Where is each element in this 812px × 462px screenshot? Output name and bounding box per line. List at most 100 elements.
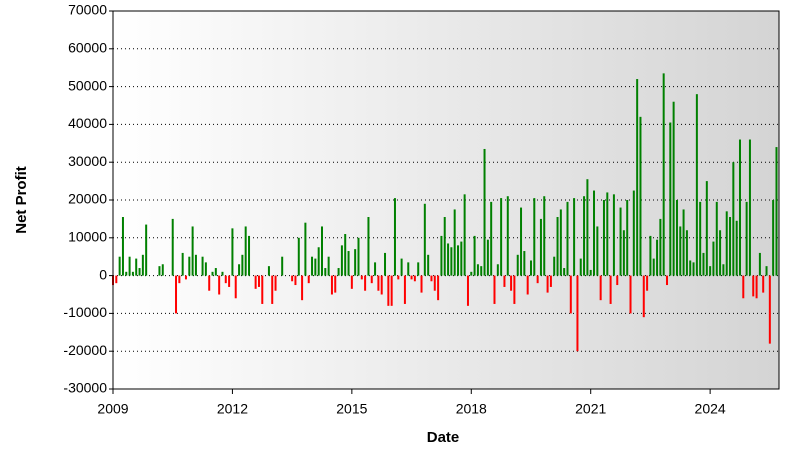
bar bbox=[569, 275, 572, 314]
bar bbox=[208, 275, 211, 291]
bar bbox=[228, 275, 231, 287]
bar bbox=[606, 192, 609, 276]
bar bbox=[758, 252, 761, 276]
bar bbox=[772, 200, 775, 276]
bar bbox=[738, 139, 741, 276]
bar bbox=[347, 251, 350, 276]
bar bbox=[204, 262, 207, 276]
bar bbox=[317, 247, 320, 276]
bar bbox=[184, 275, 187, 280]
bar bbox=[334, 275, 337, 293]
bar bbox=[546, 275, 549, 293]
bar bbox=[775, 147, 778, 276]
bar bbox=[370, 275, 373, 284]
bar bbox=[188, 256, 191, 276]
bar bbox=[616, 275, 619, 286]
bar bbox=[659, 218, 662, 276]
bar bbox=[679, 226, 682, 276]
bar bbox=[364, 275, 367, 291]
bar bbox=[145, 224, 148, 276]
bar bbox=[559, 209, 562, 276]
bar bbox=[685, 230, 688, 276]
bar bbox=[473, 235, 476, 276]
bar bbox=[194, 254, 197, 276]
bar bbox=[410, 275, 413, 280]
bar bbox=[181, 252, 184, 276]
bar bbox=[297, 237, 300, 276]
bar bbox=[563, 268, 566, 276]
bar bbox=[632, 190, 635, 276]
bar bbox=[121, 217, 124, 276]
bar bbox=[128, 256, 131, 276]
bar bbox=[125, 271, 128, 276]
bar bbox=[115, 275, 118, 284]
bar bbox=[330, 275, 333, 295]
bar bbox=[516, 254, 519, 276]
bar bbox=[695, 94, 698, 276]
bar bbox=[596, 226, 599, 276]
bar bbox=[702, 252, 705, 276]
bar bbox=[267, 266, 270, 276]
y-tick-label: 20000 bbox=[68, 191, 107, 207]
bar bbox=[221, 271, 224, 276]
bar bbox=[324, 268, 327, 276]
bar bbox=[407, 262, 410, 276]
bar bbox=[320, 226, 323, 276]
bar bbox=[453, 209, 456, 276]
bar bbox=[433, 275, 436, 291]
bar bbox=[626, 200, 629, 276]
bar bbox=[463, 194, 466, 276]
bar bbox=[652, 258, 655, 276]
bar bbox=[715, 201, 718, 276]
bar bbox=[443, 217, 446, 276]
bar bbox=[384, 252, 387, 276]
bars bbox=[112, 73, 778, 352]
bar bbox=[765, 266, 768, 276]
bar bbox=[529, 260, 532, 276]
y-tick-label: 50000 bbox=[68, 77, 107, 93]
bar bbox=[699, 201, 702, 276]
bar bbox=[486, 239, 489, 276]
bar bbox=[417, 262, 420, 276]
bar bbox=[390, 275, 393, 306]
bar bbox=[496, 264, 499, 276]
bar bbox=[244, 226, 247, 276]
bar bbox=[583, 196, 586, 276]
bar bbox=[420, 275, 423, 293]
y-tick-label: 0 bbox=[99, 266, 107, 282]
bar bbox=[427, 254, 430, 276]
bar bbox=[500, 198, 503, 276]
bar bbox=[294, 275, 297, 286]
bar bbox=[281, 256, 284, 276]
x-tick-label: 2018 bbox=[456, 401, 487, 417]
bar bbox=[576, 275, 579, 352]
bar bbox=[457, 245, 460, 276]
bar bbox=[762, 275, 765, 293]
bar bbox=[589, 269, 592, 276]
bar bbox=[566, 201, 569, 276]
bar bbox=[261, 275, 264, 304]
bar bbox=[553, 256, 556, 276]
bar bbox=[413, 275, 416, 282]
bar bbox=[178, 275, 181, 284]
x-tick-label: 2012 bbox=[217, 401, 248, 417]
bar bbox=[350, 275, 353, 289]
bar bbox=[692, 262, 695, 276]
bar bbox=[301, 275, 304, 301]
bar bbox=[211, 271, 214, 276]
bar bbox=[248, 235, 251, 276]
bar bbox=[579, 258, 582, 276]
bar bbox=[403, 275, 406, 304]
bar bbox=[599, 275, 602, 301]
bar bbox=[397, 275, 400, 280]
bar bbox=[271, 275, 274, 304]
bar bbox=[357, 237, 360, 276]
bar bbox=[257, 275, 260, 287]
bar bbox=[307, 275, 310, 284]
bar bbox=[218, 275, 221, 295]
x-tick-label: 2021 bbox=[575, 401, 606, 417]
bar bbox=[440, 235, 443, 276]
bar bbox=[380, 275, 383, 295]
bar bbox=[619, 207, 622, 276]
